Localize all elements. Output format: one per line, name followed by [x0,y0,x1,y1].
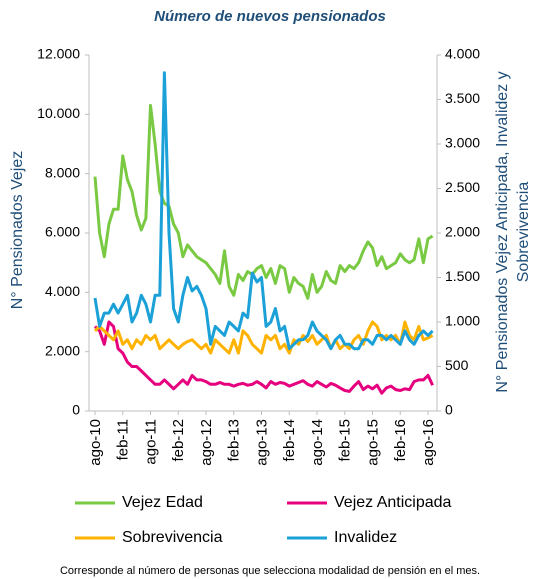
y-tick-label: 4.000 [45,283,80,299]
y-tick-label: 8.000 [45,164,80,180]
x-tick-label: ago-11 [142,419,159,465]
x-tick-label: ago-13 [253,419,270,466]
x-tick-label: ago-10 [87,419,104,466]
y2-tick-label: 0 [445,402,453,418]
series-line [93,320,434,395]
y2-tick-label: 3.500 [445,90,480,106]
series-line [93,71,434,351]
x-tick-label: feb-14 [281,419,298,462]
footnote: Corresponde al número de personas que se… [60,565,480,577]
legend-label: Sobrevivencia [122,529,223,546]
series-line [93,320,434,355]
x-tick-label: feb-12 [170,419,187,462]
legend-label: Vejez Anticipada [334,494,452,511]
y-tick-label: 2.000 [45,342,80,358]
y2-axis-title: Sobrevivencia [515,182,532,283]
x-tick-label: feb-16 [392,419,409,462]
y2-axis-title: N° Pensionados Vejez Anticipada, Invalid… [494,71,511,392]
x-tick-label: ago-16 [420,419,437,466]
x-tick-label: feb-13 [226,419,243,462]
x-tick-label: ago-15 [364,419,381,466]
y2-tick-label: 1.500 [445,268,480,284]
y2-tick-label: 2.000 [445,224,480,240]
x-tick-label: ago-12 [198,419,215,466]
x-tick-label: feb-11 [115,419,132,460]
series-line [93,103,434,300]
y-tick-label: 12.000 [37,46,80,62]
y2-tick-label: 1.000 [445,313,480,329]
x-tick-label: ago-14 [309,419,326,466]
x-tick-label: feb-15 [337,419,354,462]
y-axis-title: N° Pensionados Vejez [9,151,26,310]
legend-label: Vejez Edad [122,494,203,511]
chart-title: Número de nuevos pensionados [154,8,386,25]
y2-tick-label: 500 [445,357,469,373]
y2-tick-label: 3.000 [445,135,480,151]
y2-tick-label: 4.000 [445,46,480,62]
y-tick-label: 0 [72,402,80,418]
y-tick-label: 10.000 [37,105,80,121]
y-tick-label: 6.000 [45,224,80,240]
y2-tick-label: 2.500 [445,179,480,195]
legend-label: Invalidez [334,529,397,546]
